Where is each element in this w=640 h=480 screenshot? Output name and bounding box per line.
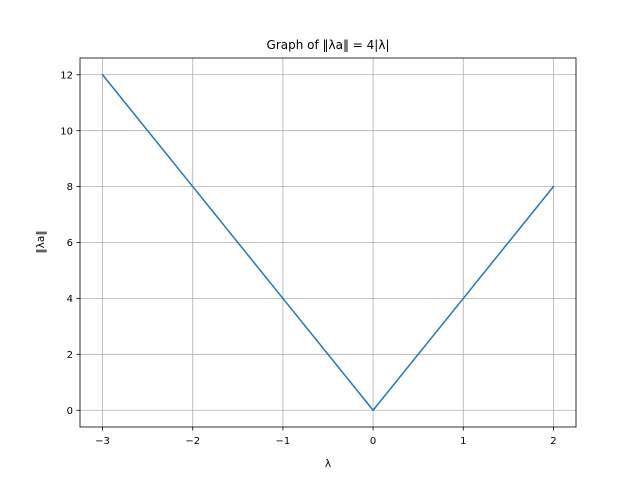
y-axis-label: ‖λa‖ bbox=[35, 230, 47, 253]
y-tick-label: 6 bbox=[67, 238, 73, 249]
y-tick-label: 8 bbox=[67, 182, 73, 193]
x-tick-label: −1 bbox=[276, 436, 291, 447]
y-tick-label: 10 bbox=[60, 126, 73, 137]
series-layer bbox=[101, 73, 555, 411]
chart-title: Graph of ‖λa‖ = 4|λ| bbox=[267, 38, 390, 52]
y-axis-ticks: 0 2 4 6 8 10 12 bbox=[60, 70, 80, 417]
grid bbox=[80, 58, 576, 427]
x-tick-label: −3 bbox=[95, 436, 110, 447]
y-tick-label: 0 bbox=[67, 406, 73, 417]
x-tick-label: 2 bbox=[550, 436, 556, 447]
y-tick-label: 4 bbox=[67, 294, 73, 305]
x-tick-label: −2 bbox=[185, 436, 200, 447]
x-axis-label: λ bbox=[325, 458, 331, 470]
x-tick-label: 1 bbox=[460, 436, 466, 447]
series-line bbox=[101, 73, 555, 411]
x-axis-ticks: −3 −2 −1 0 1 2 bbox=[95, 427, 557, 447]
y-tick-label: 2 bbox=[67, 350, 73, 361]
x-tick-label: 0 bbox=[370, 436, 376, 447]
y-tick-label: 12 bbox=[60, 70, 73, 81]
